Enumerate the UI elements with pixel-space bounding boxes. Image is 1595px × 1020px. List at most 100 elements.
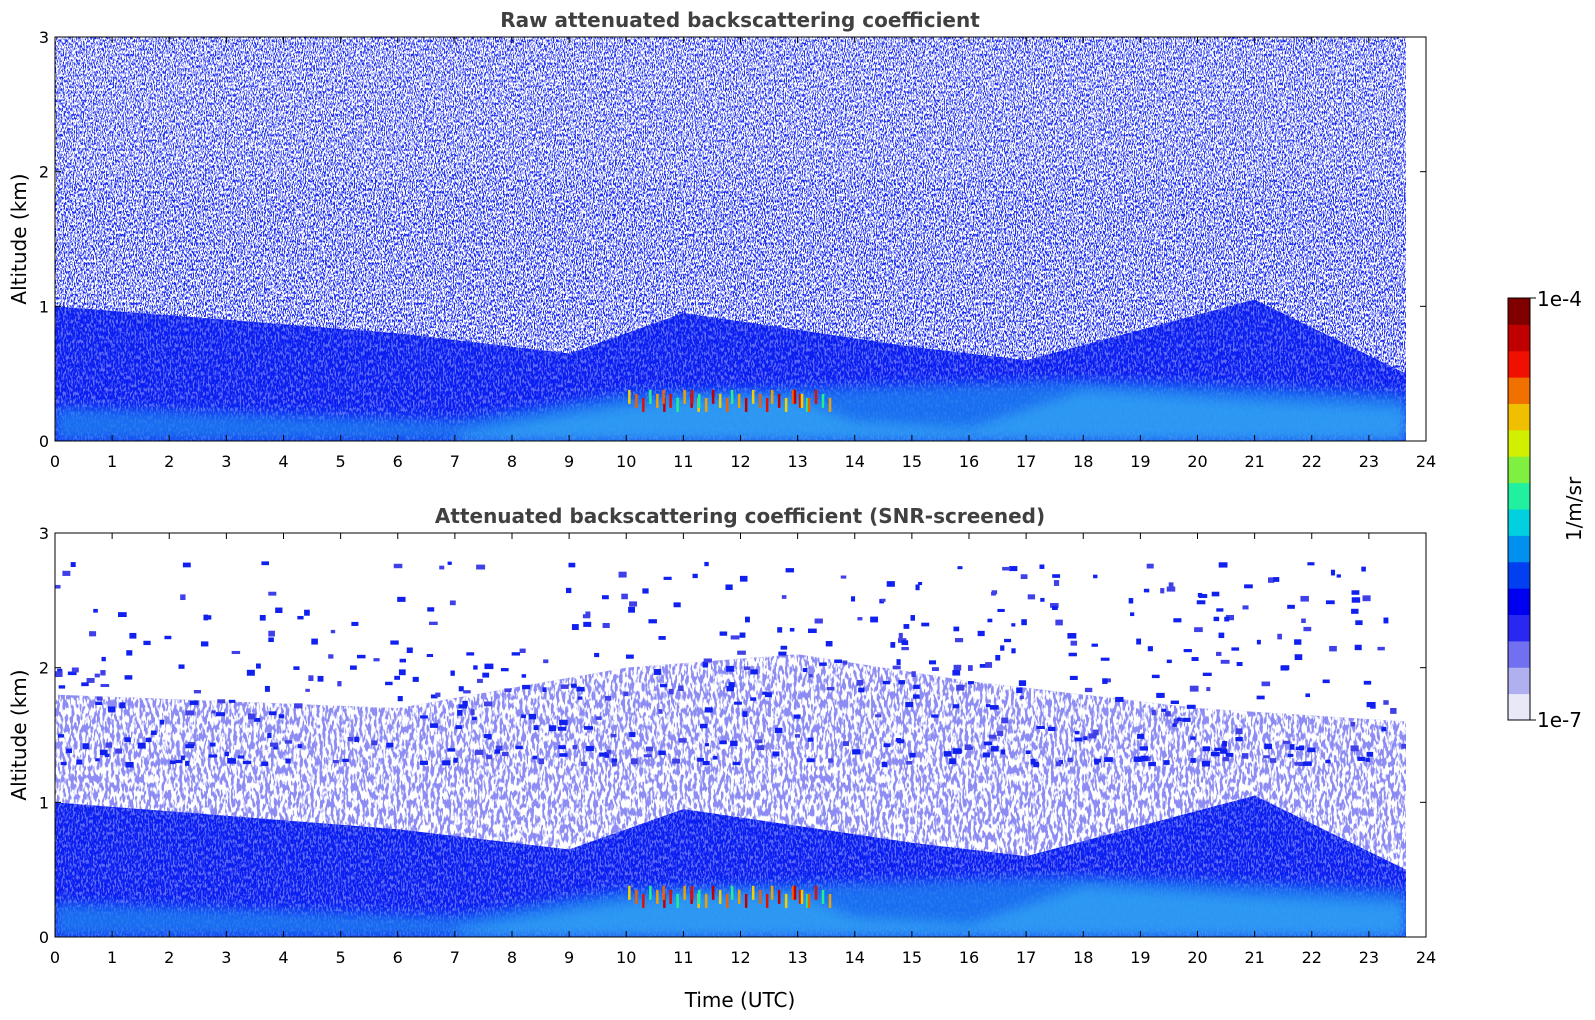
screened-sparse-pixel xyxy=(612,761,617,767)
screened-sparse-pixel xyxy=(1220,659,1230,664)
screened-sparse-pixel xyxy=(55,584,61,589)
screened-sparse-pixel xyxy=(1160,588,1165,594)
screened-sparse-pixel xyxy=(896,659,901,665)
screened-sparse-pixel xyxy=(825,641,833,647)
screened-sparse-pixel xyxy=(1130,612,1135,617)
peak-signal-streak xyxy=(800,889,804,904)
screened-sparse-pixel xyxy=(449,600,456,606)
screened-sparse-pixel xyxy=(256,663,261,669)
screened-sparse-pixel xyxy=(466,652,475,656)
screened-sparse-pixel xyxy=(294,703,303,709)
peak-signal-streak xyxy=(649,389,652,404)
screened-sparse-pixel xyxy=(1269,758,1277,763)
screened-sparse-pixel xyxy=(419,760,428,765)
peak-signal-streak xyxy=(642,397,645,412)
y-tick-label: 2 xyxy=(39,659,49,678)
screened-sparse-pixel xyxy=(1055,619,1063,626)
screened-sparse-pixel xyxy=(739,632,746,638)
screened-sparse-pixel xyxy=(744,666,751,670)
screened-sparse-pixel xyxy=(1216,651,1222,656)
screened-sparse-pixel xyxy=(532,755,538,760)
screened-sparse-pixel xyxy=(967,681,974,685)
screened-sparse-pixel xyxy=(628,606,635,613)
colorbar-band xyxy=(1508,482,1530,510)
screened-sparse-pixel xyxy=(742,711,748,717)
screened-sparse-pixel xyxy=(1216,608,1224,612)
screened-sparse-pixel xyxy=(892,665,901,670)
screened-sparse-pixel xyxy=(1236,662,1243,667)
screened-sparse-pixel xyxy=(852,749,861,755)
screened-sparse-pixel xyxy=(1067,633,1077,639)
screened-y-axis: 0 1 2 3 xyxy=(39,524,1426,947)
screened-sparse-pixel xyxy=(471,717,477,721)
screened-sparse-pixel xyxy=(57,734,65,738)
x-tick-label: 4 xyxy=(278,948,288,967)
screened-x-axis: 0 1 2 3 4 5 6 7 8 9 10 11 12 13 14 15 16 17 18 19 20 21 22 23 24 xyxy=(50,533,1436,967)
screened-sparse-pixel xyxy=(93,608,98,613)
peak-signal-streak xyxy=(683,885,686,900)
screened-sparse-pixel xyxy=(246,669,255,676)
screened-sparse-pixel xyxy=(954,638,964,643)
screened-sparse-pixel xyxy=(653,669,661,675)
screened-sparse-pixel xyxy=(1091,643,1098,647)
screened-sparse-pixel xyxy=(96,696,103,701)
x-tick-label: 11 xyxy=(673,948,693,967)
screened-sparse-pixel xyxy=(426,654,434,658)
peak-signal-streak xyxy=(807,397,811,412)
screened-sparse-pixel xyxy=(901,646,909,651)
screened-sparse-pixel xyxy=(697,757,704,762)
screened-sparse-pixel xyxy=(398,669,406,676)
screened-sparse-pixel xyxy=(1191,657,1199,662)
screened-sparse-pixel xyxy=(185,744,195,749)
screened-sparse-pixel xyxy=(1401,743,1407,749)
colorbar-band xyxy=(1508,377,1530,404)
screened-sparse-pixel xyxy=(565,587,572,594)
screened-sparse-pixel xyxy=(886,581,895,587)
screened-sparse-pixel xyxy=(704,743,710,747)
screened-sparse-pixel xyxy=(606,749,612,754)
screened-sparse-pixel xyxy=(224,751,229,757)
screened-sparse-pixel xyxy=(1011,623,1016,627)
screened-sparse-pixel xyxy=(1151,709,1156,716)
y-tick-label: 2 xyxy=(39,163,49,182)
screened-sparse-pixel xyxy=(1137,733,1145,739)
screened-sparse-pixel xyxy=(602,595,609,600)
screened-sparse-pixel xyxy=(737,650,746,655)
screened-sparse-pixel xyxy=(673,602,681,608)
screened-sparse-pixel xyxy=(89,631,97,637)
screened-sparse-pixel xyxy=(977,630,985,637)
raw-y-axis: 0 1 2 3 xyxy=(39,28,1426,451)
screened-sparse-pixel xyxy=(1221,744,1227,751)
screened-sparse-pixel xyxy=(475,749,484,755)
screened-sparse-pixel xyxy=(882,680,890,685)
peak-signal-streak xyxy=(704,893,708,908)
screened-sparse-pixel xyxy=(1354,644,1362,651)
screened-sparse-pixel xyxy=(785,568,795,573)
screened-sparse-pixel xyxy=(739,575,748,582)
screened-sparse-pixel xyxy=(1325,759,1331,764)
screened-sparse-pixel xyxy=(1287,753,1294,757)
screened-sparse-pixel xyxy=(1036,725,1045,729)
screened-sparse-pixel xyxy=(105,742,113,748)
screened-sparse-pixel xyxy=(124,675,133,680)
screened-sparse-pixel xyxy=(754,739,763,744)
colorbar-band xyxy=(1508,429,1530,457)
screened-sparse-pixel xyxy=(308,675,314,682)
screened-sparse-pixel xyxy=(317,675,324,682)
screened-sparse-pixel xyxy=(928,660,937,665)
screened-sparse-pixel xyxy=(217,699,226,704)
screened-sparse-pixel xyxy=(806,758,815,763)
screened-sparse-pixel xyxy=(455,725,463,730)
screened-sparse-pixel xyxy=(1241,753,1249,759)
screened-sparse-pixel xyxy=(101,656,106,662)
screened-sparse-pixel xyxy=(1040,597,1045,602)
raw-heatmap xyxy=(55,37,1407,441)
x-tick-label: 19 xyxy=(1130,948,1150,967)
peak-signal-streak xyxy=(791,389,795,404)
screened-sparse-pixel xyxy=(842,660,848,665)
screened-sparse-pixel xyxy=(1102,678,1108,684)
peak-signal-streak xyxy=(730,885,734,900)
y-tick-label: 3 xyxy=(39,28,49,47)
colorbar-bands xyxy=(1508,298,1530,721)
screened-sparse-pixel xyxy=(1325,600,1335,605)
